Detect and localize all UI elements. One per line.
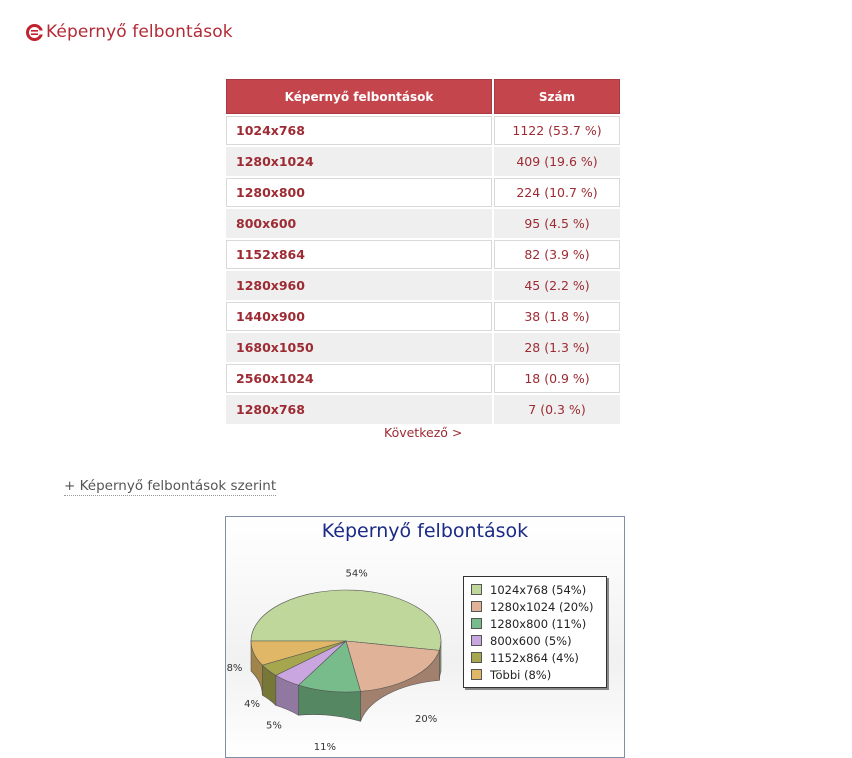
count-cell: 409 (19.6 %) bbox=[494, 147, 620, 176]
table-row: 1680x1050 28 (1.3 %) bbox=[226, 333, 620, 362]
count-cell: 1122 (53.7 %) bbox=[494, 116, 620, 145]
next-page-link[interactable]: Következő > bbox=[384, 425, 463, 440]
pie-chart: Képernyő felbontások 54% 20% 11% 5% 4% 8% 102… bbox=[225, 516, 625, 758]
count-cell: 224 (10.7 %) bbox=[494, 178, 620, 207]
chart-title: Képernyő felbontások bbox=[321, 520, 529, 542]
legend-label: 800x600 (5%) bbox=[490, 633, 572, 648]
legend-label: 1280x1024 (20%) bbox=[490, 599, 594, 614]
resolution-cell: 1280x1024 bbox=[226, 147, 492, 176]
legend-item: 1280x1024 (20%) bbox=[471, 598, 606, 615]
table-row: 1152x864 82 (3.9 %) bbox=[226, 240, 620, 269]
legend-swatch bbox=[471, 652, 482, 663]
legend-label: Többi (8%) bbox=[490, 667, 552, 682]
legend-swatch bbox=[471, 635, 482, 646]
legend-label: 1024x768 (54%) bbox=[490, 582, 587, 597]
logo-icon bbox=[26, 23, 43, 41]
count-cell: 18 (0.9 %) bbox=[494, 364, 620, 393]
pie-chart-svg: 54%20%11%5%4%8% bbox=[227, 568, 442, 753]
count-cell: 7 (0.3 %) bbox=[494, 395, 620, 424]
resolution-cell: 1440x900 bbox=[226, 302, 492, 331]
legend-item: 1280x800 (11%) bbox=[471, 615, 606, 632]
resolution-cell: 1680x1050 bbox=[226, 333, 492, 362]
resolution-cell: 1280x800 bbox=[226, 178, 492, 207]
chart-legend: 1024x768 (54%) 1280x1024 (20%) 1280x800 (1… bbox=[463, 576, 607, 688]
resolution-cell: 1152x864 bbox=[226, 240, 492, 269]
table-row: 800x600 95 (4.5 %) bbox=[226, 209, 620, 238]
table-row: 1280x768 7 (0.3 %) bbox=[226, 395, 620, 424]
resolution-cell: 1024x768 bbox=[226, 116, 492, 145]
resolution-cell: 2560x1024 bbox=[226, 364, 492, 393]
page-header: Képernyő felbontások bbox=[26, 20, 233, 44]
pie-slice-label: 20% bbox=[415, 714, 437, 725]
count-cell: 45 (2.2 %) bbox=[494, 271, 620, 300]
pie-slice bbox=[250, 589, 442, 651]
legend-item: 800x600 (5%) bbox=[471, 632, 606, 649]
page-title: Képernyő felbontások bbox=[46, 22, 233, 42]
pie-slice-label: 4% bbox=[244, 699, 260, 710]
pie-slice-label: 8% bbox=[227, 663, 243, 674]
pie-slice bbox=[345, 640, 440, 692]
table-row: 1024x768 1122 (53.7 %) bbox=[226, 116, 620, 145]
pie-slice-label: 54% bbox=[345, 568, 367, 579]
legend-item: Többi (8%) bbox=[471, 666, 606, 683]
count-cell: 95 (4.5 %) bbox=[494, 209, 620, 238]
resolution-cell: 1280x960 bbox=[226, 271, 492, 300]
count-cell: 82 (3.9 %) bbox=[494, 240, 620, 269]
table-header-row: Képernyő felbontások Szám bbox=[226, 79, 620, 114]
legend-item: 1152x864 (4%) bbox=[471, 649, 606, 666]
column-header-count[interactable]: Szám bbox=[494, 79, 620, 114]
resolution-table: Képernyő felbontások Szám 1024x768 1122 … bbox=[224, 77, 622, 426]
column-header-resolution[interactable]: Képernyő felbontások bbox=[226, 79, 492, 114]
toggle-by-resolution-link[interactable]: + Képernyő felbontások szerint bbox=[64, 478, 277, 496]
table-row: 1280x800 224 (10.7 %) bbox=[226, 178, 620, 207]
resolution-cell: 800x600 bbox=[226, 209, 492, 238]
table-row: 1440x900 38 (1.8 %) bbox=[226, 302, 620, 331]
legend-swatch bbox=[471, 601, 482, 612]
table-row: 1280x960 45 (2.2 %) bbox=[226, 271, 620, 300]
legend-label: 1280x800 (11%) bbox=[490, 616, 587, 631]
legend-swatch bbox=[471, 669, 482, 680]
resolution-cell: 1280x768 bbox=[226, 395, 492, 424]
pie-slice bbox=[250, 640, 347, 666]
table-row: 2560x1024 18 (0.9 %) bbox=[226, 364, 620, 393]
legend-label: 1152x864 (4%) bbox=[490, 650, 579, 665]
pie-slice-label: 5% bbox=[266, 720, 282, 731]
count-cell: 38 (1.8 %) bbox=[494, 302, 620, 331]
count-cell: 28 (1.3 %) bbox=[494, 333, 620, 362]
legend-swatch bbox=[471, 618, 482, 629]
legend-swatch bbox=[471, 584, 482, 595]
legend-item: 1024x768 (54%) bbox=[471, 581, 606, 598]
table-row: 1280x1024 409 (19.6 %) bbox=[226, 147, 620, 176]
